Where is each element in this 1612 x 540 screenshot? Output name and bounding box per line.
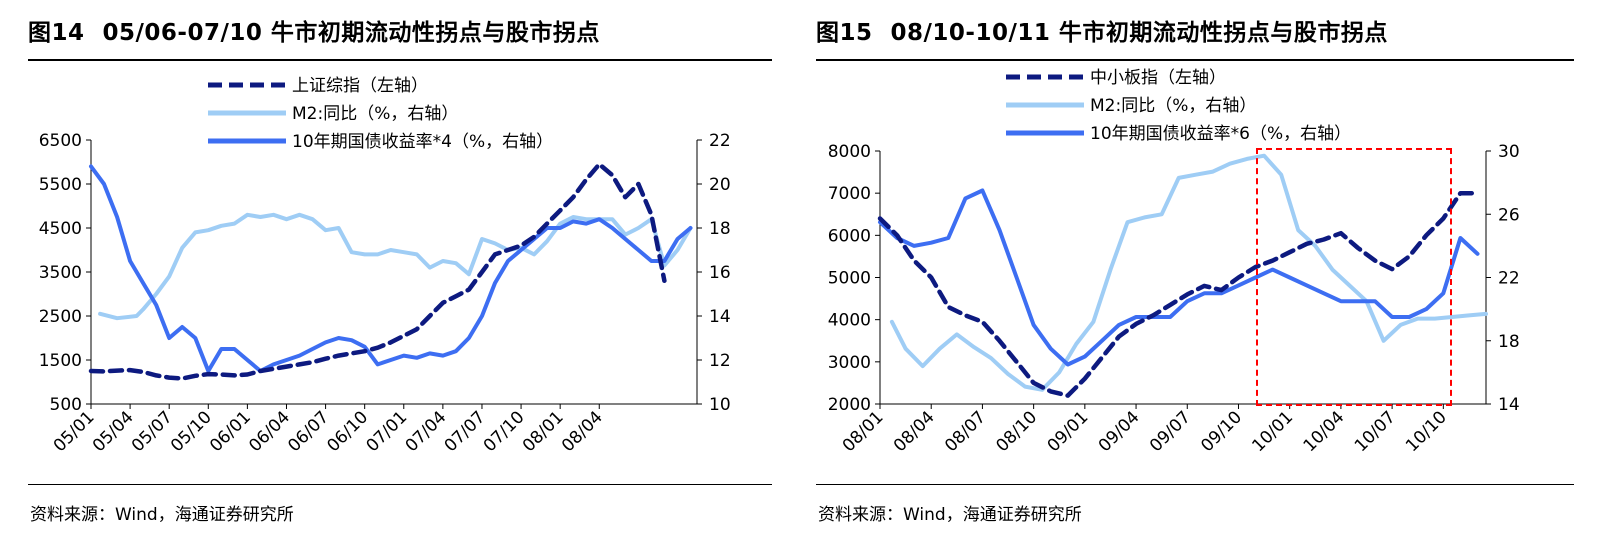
figure-number-2: 图15 xyxy=(816,20,873,46)
chart-title-2: 图15 08/10-10/11 牛市初期流动性拐点与股市拐点 xyxy=(816,14,1574,52)
chart-panel-2: 图15 08/10-10/11 牛市初期流动性拐点与股市拐点 8000 7000 60… xyxy=(816,0,1574,540)
x-tick-label: 08/04 xyxy=(890,407,939,456)
left-tick-label: 5500 xyxy=(39,175,82,195)
x-tick-label: 07/01 xyxy=(363,407,412,456)
left-tick-label: 4000 xyxy=(828,311,871,331)
x-tick-label: 09/07 xyxy=(1146,407,1195,456)
x-tick-label: 10/04 xyxy=(1300,407,1349,456)
figure-title-text-1: 05/06-07/10 牛市初期流动性拐点与股市拐点 xyxy=(102,20,600,46)
x-tick-label: 06/04 xyxy=(245,407,294,456)
left-tick-label: 3000 xyxy=(828,353,871,373)
series-line-3 xyxy=(89,164,693,373)
left-tick-label: 500 xyxy=(50,395,82,415)
left-tick-label: 2000 xyxy=(828,395,871,415)
x-tick-label: 10/01 xyxy=(1248,407,1297,456)
right-tick-label: 14 xyxy=(1498,395,1520,415)
chart-panel-1: 图14 05/06-07/10 牛市初期流动性拐点与股市拐点 6500 5500 45… xyxy=(28,0,772,540)
x-tick-label: 08/01 xyxy=(519,407,568,456)
x-tick-label: 05/07 xyxy=(128,407,177,456)
x-tick-label: 06/01 xyxy=(206,407,255,456)
right-tick-label: 26 xyxy=(1498,205,1520,225)
left-tick-label: 6500 xyxy=(39,131,82,151)
legend-label: 上证综指（左轴） xyxy=(292,76,428,96)
x-tick-label: 10/10 xyxy=(1402,407,1451,456)
line-chart-2: 8000 7000 6000 5000 4000 3000 2000 30 26 22 18 14 08… xyxy=(828,68,1520,456)
legend-label: M2:同比（%，右轴） xyxy=(1090,96,1256,116)
x-tick-label: 10/07 xyxy=(1351,407,1400,456)
left-tick-label: 3500 xyxy=(39,263,82,283)
right-tick-label: 30 xyxy=(1498,142,1520,162)
legend-label: M2:同比（%，右轴） xyxy=(292,104,458,124)
highlight-dashed-box xyxy=(1256,148,1452,406)
source-note-1: 资料来源：Wind，海通证券研究所 xyxy=(30,505,294,525)
title-rule-2 xyxy=(816,59,1574,61)
right-tick-label: 18 xyxy=(1498,332,1520,352)
right-tick-label: 12 xyxy=(709,351,731,371)
source-rule-2 xyxy=(816,484,1574,485)
legend-label: 中小板指（左轴） xyxy=(1090,68,1226,88)
x-tick-label: 09/10 xyxy=(1197,407,1246,456)
series-line-3 xyxy=(878,188,1480,367)
series-line-2 xyxy=(98,212,693,321)
line-chart-1: 6500 5500 4500 3500 2500 1500 500 22 20 18 16 14 12 1… xyxy=(39,76,731,456)
left-tick-label: 6000 xyxy=(828,226,871,246)
chart-title-1: 图14 05/06-07/10 牛市初期流动性拐点与股市拐点 xyxy=(28,14,772,52)
title-rule-1 xyxy=(28,59,772,61)
x-tick-label: 08/04 xyxy=(558,407,607,456)
series-line-2 xyxy=(889,153,1488,392)
legend-label: 10年期国债收益率*6（%，右轴） xyxy=(1090,124,1351,144)
x-tick-label: 09/01 xyxy=(1044,407,1093,456)
x-tick-label: 05/04 xyxy=(89,407,138,456)
left-tick-label: 1500 xyxy=(39,351,82,371)
series-line-1 xyxy=(88,161,667,381)
right-tick-label: 10 xyxy=(709,395,731,415)
x-tick-label: 06/10 xyxy=(323,407,372,456)
x-tick-label: 07/07 xyxy=(441,407,490,456)
right-tick-label: 20 xyxy=(709,175,731,195)
figure-title-text-2: 08/10-10/11 牛市初期流动性拐点与股市拐点 xyxy=(890,20,1388,46)
right-tick-label: 14 xyxy=(709,307,731,327)
left-tick-label: 2500 xyxy=(39,307,82,327)
right-tick-label: 22 xyxy=(1498,269,1520,289)
left-tick-label: 8000 xyxy=(828,142,871,162)
source-rule-1 xyxy=(28,484,772,485)
right-tick-label: 16 xyxy=(709,263,731,283)
left-tick-label: 7000 xyxy=(828,184,871,204)
series-line-1 xyxy=(877,190,1480,398)
x-tick-label: 05/10 xyxy=(167,407,216,456)
legend-label: 10年期国债收益率*4（%，右轴） xyxy=(292,132,553,152)
right-tick-label: 18 xyxy=(709,219,731,239)
x-tick-label: 06/07 xyxy=(284,407,333,456)
x-tick-label: 08/10 xyxy=(992,407,1041,456)
figure-number-1: 图14 xyxy=(28,20,85,46)
x-tick-label: 07/04 xyxy=(402,407,451,456)
left-tick-label: 5000 xyxy=(828,269,871,289)
x-tick-label: 08/07 xyxy=(941,407,990,456)
x-tick-label: 07/10 xyxy=(480,407,529,456)
source-note-2: 资料来源：Wind，海通证券研究所 xyxy=(818,505,1082,525)
left-tick-label: 4500 xyxy=(39,219,82,239)
x-tick-label: 09/04 xyxy=(1095,407,1144,456)
right-tick-label: 22 xyxy=(709,131,731,151)
